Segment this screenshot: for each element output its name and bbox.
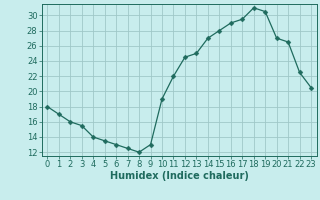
X-axis label: Humidex (Indice chaleur): Humidex (Indice chaleur) (110, 171, 249, 181)
